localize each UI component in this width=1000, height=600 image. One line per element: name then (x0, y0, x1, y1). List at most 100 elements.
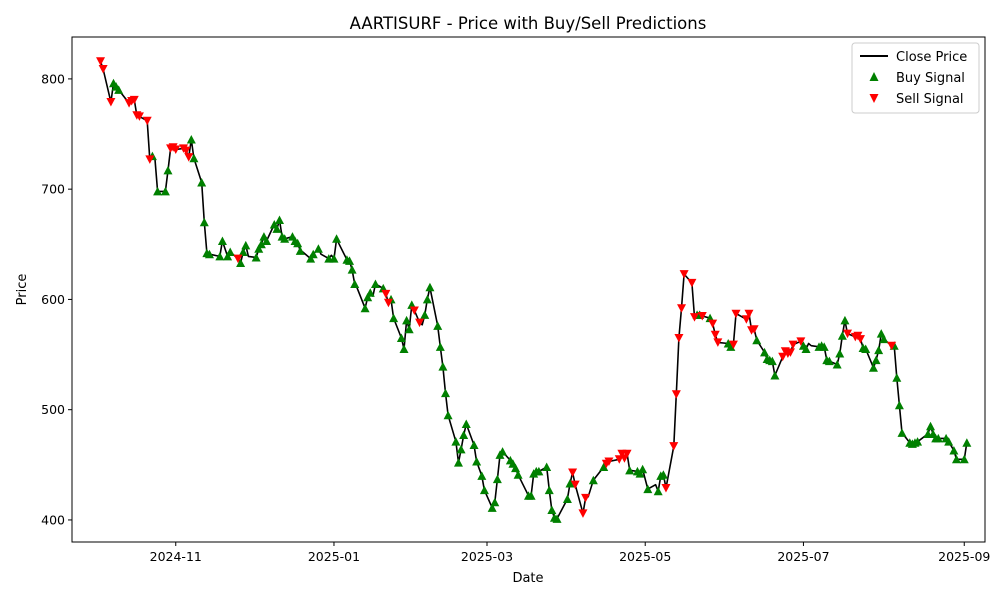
buy-signal-marker (871, 355, 881, 365)
buy-signal-marker (599, 462, 609, 472)
buy-signal-marker (435, 342, 445, 351)
legend: Close Price Buy Signal Sell Signal (851, 42, 980, 114)
sell-signal-marker (728, 340, 738, 350)
buy-signal-marker (272, 224, 282, 233)
legend-sell-marker (869, 94, 879, 103)
buy-signal-marker (760, 347, 770, 357)
buy-signal-marker (308, 249, 318, 259)
buy-signal-marker (951, 454, 961, 464)
buy-signal-marker (547, 505, 557, 515)
y-tick-label: 800 (41, 71, 65, 86)
buy-signal-marker (892, 373, 902, 382)
buy-signal-marker (770, 371, 780, 380)
sell-signal-marker (749, 325, 759, 334)
x-tick-label: 2025-07 (777, 549, 829, 564)
buy-signal-marker (189, 153, 199, 163)
sell-signal-marker (661, 483, 671, 493)
y-tick-label: 700 (41, 182, 65, 197)
buy-signal-marker (399, 344, 409, 354)
chart-title: AARTISURF - Price with Buy/Sell Predicti… (350, 14, 707, 33)
sell-signal-marker (581, 493, 591, 503)
x-tick-label: 2025-09 (938, 549, 990, 564)
buy-signal-marker (552, 514, 562, 523)
x-axis: 2024-11 2025-01 2025-03 2025-05 2025-07 2025-… (150, 542, 990, 564)
legend-close-label: Close Price (896, 50, 967, 65)
buy-signal-marker (197, 178, 207, 187)
buy-signal-marker (868, 363, 878, 372)
buy-signal-marker (295, 246, 305, 255)
sell-signal-marker (381, 289, 391, 299)
buy-signal-marker (490, 497, 500, 507)
buy-signal-marker (225, 247, 235, 257)
buy-signal-marker (949, 445, 959, 455)
buy-signal-marker (832, 359, 842, 369)
buy-signal-marker (360, 303, 370, 313)
buy-signal-marker (498, 447, 508, 456)
x-tick-label: 2025-03 (461, 549, 513, 564)
buy-signal-marker (752, 335, 762, 345)
buy-signal-marker (894, 400, 904, 410)
buy-signal-marker (513, 470, 523, 479)
plot-frame (71, 36, 986, 543)
buy-signal-marker (897, 428, 907, 437)
sell-signal-marker (744, 309, 754, 319)
buy-signal-marker (511, 463, 521, 473)
legend-buy-label: Buy Signal (896, 71, 965, 86)
buy-signal-marker (441, 388, 450, 398)
y-tick-label: 500 (41, 402, 65, 417)
buy-signal-markers (109, 78, 972, 523)
buy-signal-marker (801, 344, 811, 354)
buy-signal-marker (459, 430, 469, 440)
sell-signal-marker (690, 313, 699, 322)
buy-signal-marker (254, 244, 264, 253)
buy-signal-marker (280, 234, 290, 243)
buy-signal-marker (840, 315, 850, 325)
sell-signal-marker (106, 98, 116, 107)
buy-signal-marker (879, 334, 889, 344)
buy-signal-marker (396, 333, 406, 343)
sell-signal-marker (710, 330, 720, 340)
buy-signal-marker (658, 470, 668, 479)
buy-signal-marker (625, 465, 635, 475)
y-tick-label: 600 (41, 292, 65, 307)
buy-signal-marker (241, 240, 251, 250)
sell-signal-marker (788, 340, 798, 350)
buy-signal-marker (236, 258, 246, 268)
sell-signal-marker (679, 270, 689, 279)
buy-signal-marker (215, 251, 225, 261)
sell-signal-marker (181, 146, 191, 156)
buy-signal-marker (962, 438, 972, 447)
buy-signal-marker (153, 186, 163, 196)
buy-signal-marker (588, 475, 598, 485)
buy-signal-marker (402, 315, 412, 325)
buy-signal-marker (565, 479, 575, 488)
buy-signal-marker (959, 454, 969, 464)
buy-signal-marker (345, 256, 355, 265)
sell-signal-marker (697, 311, 707, 321)
buy-signal-marker (653, 486, 663, 496)
buy-signal-marker (926, 421, 936, 431)
sell-signal-marker (409, 306, 419, 315)
buy-signal-marker (542, 462, 552, 472)
buy-signal-marker (433, 321, 443, 330)
sell-signal-marker (570, 480, 580, 490)
buy-signal-marker (293, 238, 303, 248)
sell-signal-marker (677, 304, 687, 313)
buy-signal-marker (635, 469, 645, 478)
buy-signal-marker (487, 503, 497, 512)
buy-signal-marker (824, 356, 834, 366)
sell-signal-marker (622, 449, 632, 459)
sell-signal-marker (708, 319, 718, 329)
sell-signal-marker (415, 318, 425, 328)
buy-signal-marker (422, 294, 432, 304)
buy-signal-marker (456, 444, 466, 454)
buy-signal-marker (453, 458, 463, 467)
buy-signal-marker (223, 251, 233, 261)
buy-signal-marker (461, 419, 471, 429)
y-axis-title: Price (15, 274, 30, 306)
buy-signal-marker (861, 344, 871, 354)
sell-signal-marker (568, 468, 578, 478)
sell-signal-markers (96, 57, 897, 518)
sell-signal-marker (96, 57, 106, 66)
